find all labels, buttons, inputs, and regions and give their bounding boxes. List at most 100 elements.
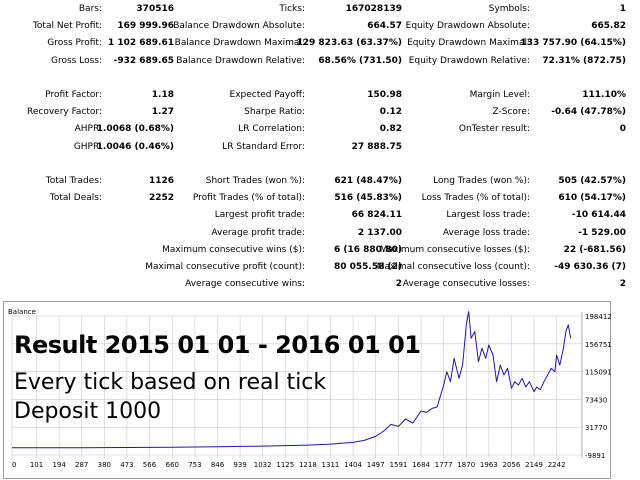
col3-value: 72.31% (872.75) [542,55,626,66]
col2-value: 2 137.00 [357,227,402,238]
col2-value: 621 (48.47%) [334,176,402,186]
col1-value: 1.0046 (0.46%) [96,141,174,152]
col3-value: -10 614.44 [571,210,626,221]
col3-label: Equity Drawdown Absolute: [405,21,530,32]
x-tick-label: 2056 [503,461,521,469]
x-tick-label: 1591 [390,461,408,469]
col1-value: 1 102 689.61 [107,38,174,49]
col3-label: Margin Level: [469,90,530,100]
x-tick-label: 1684 [412,461,430,469]
col1-label: Profit Factor: [45,90,102,100]
col2-label: Balance Drawdown Absolute: [173,21,305,32]
col2-value: 167028139 [345,4,402,14]
col2-label: Ticks: [279,4,305,14]
col3-value: 505 (42.57%) [558,176,626,186]
col2-value: 27 888.75 [351,141,402,152]
x-tick-label: 2242 [548,461,566,469]
deposit-caption: Deposit 1000 [14,399,162,424]
col3-value: -1 529.00 [578,227,626,238]
col3-value: 22 (-681.56) [563,244,626,255]
col2-label: Balance Drawdown Relative: [176,55,305,66]
x-tick-label: 287 [75,461,88,469]
col2-label: Largest profit trade: [214,210,305,221]
col2-label: Expected Payoff: [229,90,305,100]
x-tick-label: 0 [12,461,16,469]
col1-label: Gross Loss: [51,55,102,66]
tick-mode-caption: Every tick based on real tick [14,370,327,395]
col3-label: Equity Drawdown Maximal: [407,38,530,49]
x-tick-label: 939 [233,461,246,469]
x-tick-label: 1404 [344,461,362,469]
col2-label: Sharpe Ratio: [244,107,305,118]
col2-label: Average consecutive wins: [185,279,305,290]
x-tick-label: 101 [30,461,43,469]
col1-label: Total Net Profit: [32,21,102,32]
col3-value: 2 [619,279,626,290]
col1-label: GHPR: [73,141,102,152]
col3-label: Equity Drawdown Relative: [408,55,530,66]
x-tick-label: 846 [211,461,225,469]
x-tick-label: 473 [120,461,133,469]
x-tick-label: 1963 [480,461,498,469]
x-tick-label: 1125 [276,461,294,469]
col3-label: Long Trades (won %): [433,176,530,186]
col3-label: Average loss trade: [442,227,530,238]
col2-label: Maximum consecutive wins ($): [162,244,305,255]
col3-value: 610 (54.17%) [558,193,626,204]
x-tick-label: 1497 [367,461,385,469]
col1-label: AHPR: [74,124,102,135]
col2-value: 2 [395,279,402,290]
col3-value: 0 [619,124,626,135]
col3-value: 111.10% [582,90,626,100]
col2-value: 66 824.11 [351,210,402,221]
col1-value: 1.18 [151,90,174,100]
col2-value: 516 (45.83%) [334,193,402,204]
x-tick-label: 1870 [457,461,475,469]
col1-value: 370516 [136,4,174,14]
col2-value: 0.12 [379,107,402,118]
x-tick-label: 566 [143,461,157,469]
x-tick-label: 1777 [435,461,453,469]
col2-label: Average profit trade: [211,227,305,238]
col3-label: Symbols: [488,4,530,14]
col3-label: Z-Score: [492,107,531,118]
y-tick-label: 156751 [585,341,612,349]
col3-label: Largest loss trade: [446,210,530,221]
col1-value: 1126 [148,176,174,186]
col3-label: Loss Trades (% of total): [421,193,530,204]
col2-value: 6 (16 880.80) [333,244,402,255]
x-tick-label: 194 [52,461,66,469]
x-tick-label: 1032 [254,461,272,469]
col2-label: LR Standard Error: [222,141,305,152]
col1-value: 1.27 [151,107,174,118]
col3-label: Average consecutive losses: [402,279,530,290]
col2-label: Maximal consecutive profit (count): [145,262,305,272]
col2-label: Short Trades (won %): [205,176,305,186]
col2-value: 0.82 [379,124,402,135]
col1-label: Total Deals: [49,193,102,204]
result-period-title: Result 2015 01 01 - 2016 01 01 [14,331,421,359]
balance-line [12,311,572,449]
y-tick-label: 31770 [585,424,607,432]
col1-label: Gross Profit: [47,38,102,49]
x-tick-label: 1218 [299,461,317,469]
col3-value: 1 [619,4,626,14]
col1-value: 169 999.96 [117,21,174,32]
y-tick-label: 198412 [585,313,612,321]
col2-label: Balance Drawdown Maximal: [174,38,305,49]
col1-label: Recovery Factor: [26,107,102,118]
col2-value: 150.98 [367,90,402,100]
x-tick-label: 753 [188,461,201,469]
col3-value: -0.64 (47.78%) [551,107,626,118]
col2-value: 68.56% (731.50) [318,55,402,66]
col3-value: -49 630.36 (7) [554,262,626,272]
col3-value: 665.82 [591,21,626,32]
col2-value: 664.57 [367,21,402,32]
col2-label: LR Correlation: [238,124,305,135]
y-tick-label: 115091 [585,369,612,377]
col3-label: Maximal consecutive loss (count): [376,262,530,272]
col3-label: Maximum consecutive losses ($): [379,244,530,255]
x-tick-label: 380 [98,461,111,469]
col3-value: 133 757.90 (64.15%) [520,38,627,49]
col1-value: -932 689.65 [113,55,174,66]
